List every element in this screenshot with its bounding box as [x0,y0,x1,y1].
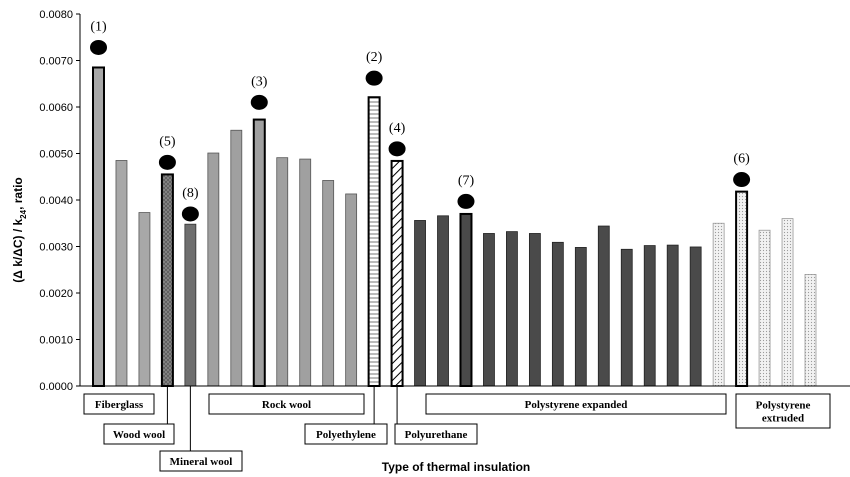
bar [276,157,289,387]
bar [437,215,449,387]
y-tick-label: 0.0060 [39,102,73,114]
y-tick-label: 0.0070 [39,56,73,68]
bar [390,159,404,387]
bar [138,212,151,387]
category-label: Polyethylene [316,429,376,441]
highlight-marker [365,70,383,86]
bar [506,231,518,387]
bar [666,244,679,387]
svg-text:(Δ k/ΔC) / k24, ratio: (Δ k/ΔC) / k24, ratio [11,177,28,283]
annotation-label: (8) [182,186,199,201]
bar [804,273,817,387]
annotation-label: (1) [90,19,107,34]
bar [597,225,610,387]
bar [620,248,633,387]
category-box [159,450,243,472]
category-box [394,423,478,445]
bar [459,212,473,387]
bar [551,241,564,387]
bar [230,129,243,387]
bar [414,220,426,387]
y-ticks: 0.0000 0.0010 0.0020 0.0030 0.0040 0.0050 0.00… [39,9,80,393]
annotation-label: (6) [733,152,750,167]
x-axis-title: Type of thermal insulation [382,460,530,474]
y-tick-label: 0.0030 [39,242,73,254]
y-axis-title: (Δ k/ΔC) / k24, ratio [11,177,28,283]
annotation-label: (7) [458,173,475,188]
bar [758,229,771,387]
y-tick-label: 0.0040 [39,195,73,207]
bar [252,118,266,388]
annotation-label: (3) [251,74,268,89]
bar [322,180,335,387]
bar [483,233,495,387]
bar [643,245,656,387]
highlight-marker [181,206,199,222]
annotation-label: (5) [159,134,176,149]
category-labels: Fiberglass Wood wool Mineral wool Rock wool… [83,386,831,472]
bar [92,66,105,387]
category-label: Mineral wool [170,456,233,468]
bar [299,158,312,387]
bar [184,223,197,387]
category-label: Polystyrene expanded [525,399,628,411]
bar [207,152,220,387]
bar [735,190,749,387]
y-tick-label: 0.0080 [39,9,73,21]
y-tick-label: 0.0010 [39,335,73,347]
annotation-label: (4) [389,121,406,136]
category-label: Polyurethane [405,429,468,441]
bar [367,96,381,388]
y-axis-title-main: (Δ k/ΔC) / k [11,219,25,283]
highlight-marker [158,154,176,170]
bar [160,173,174,387]
y-tick-label: 0.0000 [39,381,73,393]
category-label: extruded [762,413,804,425]
category-box [304,423,388,445]
highlight-marker [388,141,406,157]
bars [92,66,817,388]
bar [712,222,725,387]
category-label: Rock wool [262,399,311,411]
bar [528,233,541,387]
highlight-marker [90,39,107,55]
highlight-marker [250,94,268,110]
bar [574,247,587,387]
bar [689,246,702,387]
category-box [208,393,365,415]
bar [345,193,358,387]
y-axis-title-sub: 24 [19,209,28,218]
highlight-marker [733,172,751,188]
y-tick-label: 0.0050 [39,149,73,161]
y-tick-label: 0.0020 [39,288,73,300]
category-label: Wood wool [113,429,165,441]
bar [115,160,128,387]
y-axis-title-tail: , ratio [11,177,25,210]
highlight-marker [457,193,475,209]
annotation-label: (2) [366,50,383,65]
category-label: Polystyrene [756,400,811,412]
bar [781,218,794,387]
annotations: (1) (5) (8) (3) (2) (4) (7) (6) [90,19,751,222]
category-box [735,393,831,429]
category-label: Fiberglass [95,399,144,411]
category-box [103,423,175,445]
category-box [425,393,727,415]
category-box [83,393,155,415]
